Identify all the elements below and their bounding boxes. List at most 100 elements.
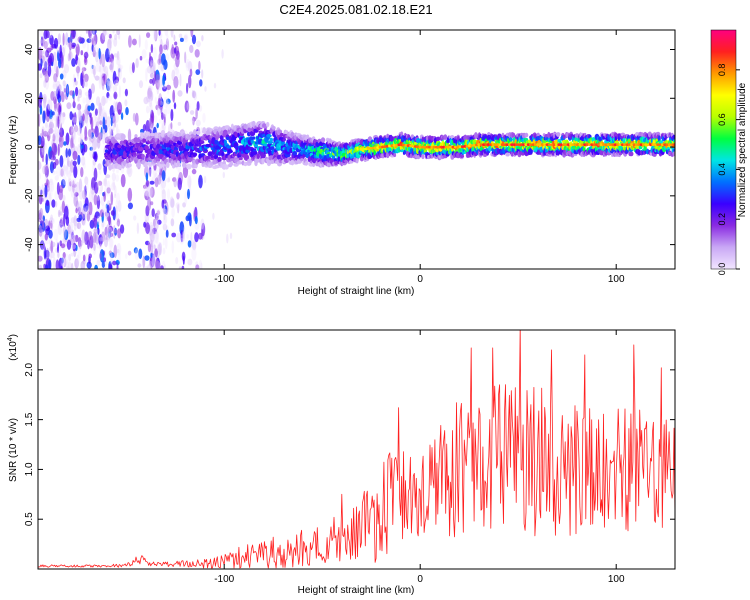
spectrogram-cell xyxy=(127,128,132,142)
spectrogram-cell xyxy=(50,66,55,76)
spectrogram-cell xyxy=(78,240,82,250)
spectrogram-cell xyxy=(162,86,167,92)
spectrogram-cell xyxy=(48,128,54,134)
spectrogram-cell xyxy=(79,133,84,145)
spectrogram-cell xyxy=(149,78,154,84)
spectrogram-cell xyxy=(75,181,81,194)
spectrogram-cell xyxy=(107,38,112,52)
spectrogram-cell xyxy=(92,65,95,75)
spectrogram-cell xyxy=(145,58,150,63)
spectrogram-cell xyxy=(191,247,197,261)
spectrogram-cell xyxy=(160,177,167,189)
spectrogram-cell xyxy=(238,156,243,161)
spectrogram-cell xyxy=(157,219,162,225)
spectrogram-cell xyxy=(110,232,113,237)
spectrogram-cell xyxy=(66,86,69,94)
spectrogram-cell xyxy=(104,261,108,266)
spectrogram-cell xyxy=(48,220,51,228)
spectrogram-cell xyxy=(55,66,59,78)
spectrogram-cell xyxy=(48,192,52,206)
spectrogram-cell xyxy=(60,168,64,177)
spectrogram-cell xyxy=(144,266,149,269)
spectrogram-cell xyxy=(48,229,53,239)
spectrogram-cell xyxy=(143,184,148,197)
spectrogram-cell xyxy=(62,252,66,259)
spectrogram-cell xyxy=(229,232,233,239)
spectrogram-cell xyxy=(55,85,59,94)
spectrogram-cell xyxy=(355,158,359,164)
spectrogram-cell xyxy=(163,205,168,215)
spectrogram-cell xyxy=(149,86,154,92)
spectrogram-cell xyxy=(175,257,179,265)
spectrogram-cell xyxy=(72,131,77,145)
spectrogram-cell xyxy=(184,100,190,113)
spectrogram-cell xyxy=(86,41,90,52)
spectrogram-cell xyxy=(200,218,205,230)
spectrogram-cell xyxy=(165,53,170,61)
spectrogram-cell xyxy=(78,189,84,200)
spectrogram-cell xyxy=(179,238,184,245)
spectrogram-cell xyxy=(191,34,197,45)
spectrogram-cell xyxy=(70,217,76,224)
spectrogram-cell xyxy=(111,182,116,191)
spectrogram-cell xyxy=(105,48,110,63)
colorbar-label: Normalized spectral amplitude xyxy=(737,82,748,217)
spectrogram-cell xyxy=(106,216,111,222)
spectrogram-cell xyxy=(198,60,201,71)
y-tick-label: -20 xyxy=(24,188,35,203)
spectrogram-cell xyxy=(155,79,160,85)
spectrogram-cell xyxy=(173,176,177,188)
spectrogram-cell xyxy=(63,141,67,146)
spectrogram-cell xyxy=(100,220,106,228)
spectrogram-cell xyxy=(84,176,89,186)
spectrogram-cell xyxy=(151,208,155,218)
spectrogram-cell xyxy=(52,256,56,269)
spectrogram-cell xyxy=(244,153,249,159)
spectrogram-cell xyxy=(556,132,561,137)
spectrogram-cell xyxy=(158,241,163,249)
spectrogram-cell xyxy=(69,126,74,136)
spectrogram-cell xyxy=(175,67,180,79)
spectrogram-cell xyxy=(84,136,88,141)
spectrogram-cell xyxy=(190,240,196,249)
spectrogram-cell xyxy=(91,189,94,201)
spectrogram-cell xyxy=(68,37,73,51)
spectrogram-cell xyxy=(63,213,66,227)
spectrogram-cell xyxy=(133,215,137,221)
spectrogram-cell xyxy=(66,259,69,269)
spectrogram-cell xyxy=(134,112,139,126)
spectrogram-cell xyxy=(108,236,113,251)
spectrogram-cell xyxy=(195,107,198,120)
spectrogram-cell xyxy=(73,215,78,227)
spectrogram-cell xyxy=(52,83,58,90)
spectrogram-cell xyxy=(161,117,165,129)
spectrogram-cell xyxy=(125,253,128,259)
spectrogram-cell xyxy=(201,69,204,79)
spectrogram-cell xyxy=(188,74,192,89)
spectrogram-cell xyxy=(92,65,97,76)
spectrogram-cell xyxy=(55,259,60,269)
spectrogram-cell xyxy=(39,50,45,56)
spectrogram-cell xyxy=(177,203,180,214)
spectrogram-cell xyxy=(105,78,111,92)
spectrogram-cell xyxy=(100,32,106,44)
spectrogram-cell xyxy=(139,55,143,61)
spectrogram-cell xyxy=(73,189,77,197)
spectrogram-cell xyxy=(150,59,154,66)
spectrogram-cell xyxy=(77,109,82,122)
spectrogram-cell xyxy=(41,154,45,163)
spectrogram-cell xyxy=(59,217,64,225)
spectrogram-cell xyxy=(78,88,82,96)
spectrogram-cell xyxy=(79,144,84,149)
spectrogram-cell xyxy=(75,66,81,74)
spectrogram-cell xyxy=(89,235,94,249)
spectrogram-cell xyxy=(99,253,102,259)
spectrogram-cell xyxy=(45,124,50,136)
spectrogram-cell xyxy=(43,246,47,260)
spectrogram-cell xyxy=(104,124,108,133)
spectrogram-cell xyxy=(154,230,159,244)
spectrogram-cell xyxy=(100,184,104,192)
spectrogram-cell xyxy=(141,154,145,159)
spectrogram-cell xyxy=(70,184,75,198)
spectrogram-cell xyxy=(75,244,78,251)
